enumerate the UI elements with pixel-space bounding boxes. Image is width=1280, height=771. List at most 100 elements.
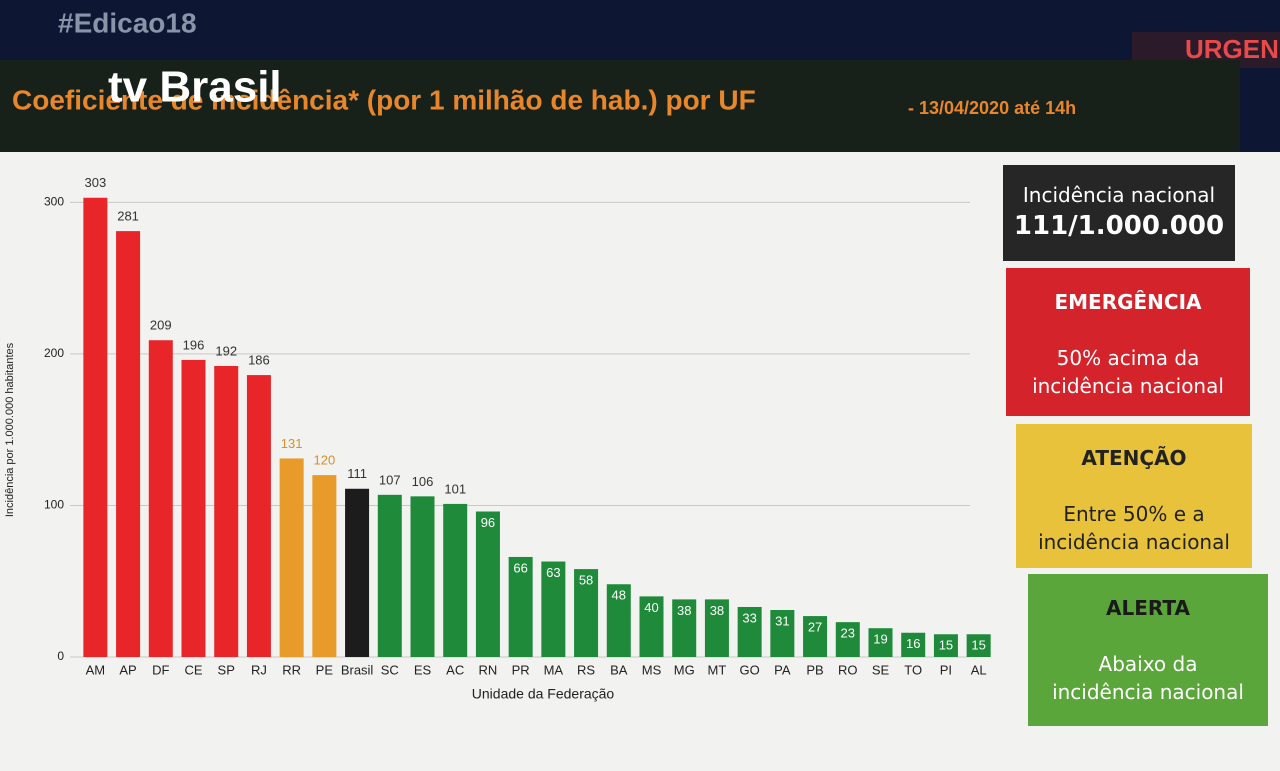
x-tick-label: RJ <box>251 662 267 677</box>
data-label: 63 <box>546 565 560 580</box>
data-label: 101 <box>444 481 466 496</box>
x-tick-label: MG <box>674 662 695 677</box>
level-title: ALERTA <box>1106 596 1190 620</box>
x-axis-label: Unidade da Federação <box>472 686 615 702</box>
level-text: Entre 50% e a incidência nacional <box>1038 502 1230 554</box>
x-tick-label: PE <box>316 662 334 677</box>
bar <box>148 340 173 657</box>
data-label: 23 <box>841 626 855 641</box>
level-box: ALERTA Abaixo da incidência nacional <box>1028 574 1268 726</box>
bar <box>868 628 893 657</box>
level-title: EMERGÊNCIA <box>1054 290 1202 314</box>
bar <box>639 596 664 657</box>
x-tick-label: RS <box>577 662 595 677</box>
bar <box>541 561 566 657</box>
data-label: 120 <box>314 453 336 468</box>
x-tick-label: Brasil <box>341 662 374 677</box>
bar <box>279 458 304 657</box>
data-label: 16 <box>906 636 920 651</box>
bar <box>83 197 108 657</box>
y-axis-label: Incidência por 1.000.000 habitantes <box>4 342 16 517</box>
x-tick-label: CE <box>184 662 202 677</box>
data-label: 38 <box>710 603 724 618</box>
data-label: 186 <box>248 353 270 368</box>
x-tick-label: ES <box>414 662 432 677</box>
bar <box>606 584 631 657</box>
x-tick-label: PA <box>774 662 791 677</box>
data-label: 31 <box>775 613 789 628</box>
bar <box>704 599 729 657</box>
bar <box>574 569 599 657</box>
data-label: 19 <box>873 632 887 647</box>
level-box: ATENÇÃO Entre 50% e a incidência naciona… <box>1016 424 1252 568</box>
y-tick-label: 200 <box>44 346 64 360</box>
x-tick-label: MS <box>642 662 662 677</box>
x-tick-label: PR <box>512 662 530 677</box>
chart-subtitle: - 13/04/2020 até 14h <box>908 98 1076 118</box>
hashtag: #Edicao18 <box>58 7 197 38</box>
data-label: 107 <box>379 472 401 487</box>
x-tick-label: AP <box>119 662 136 677</box>
bar <box>475 511 500 657</box>
bar <box>770 610 795 657</box>
bar <box>835 622 860 657</box>
bar <box>116 231 141 657</box>
data-label: 58 <box>579 573 593 588</box>
x-tick-label: GO <box>740 662 760 677</box>
level-text: Abaixo da incidência nacional <box>1052 652 1244 704</box>
y-tick-label: 0 <box>57 649 64 663</box>
level-text: 50% acima da incidência nacional <box>1032 346 1224 398</box>
data-label: 111 <box>347 466 367 481</box>
x-tick-label: AM <box>86 662 106 677</box>
data-label: 209 <box>150 318 172 333</box>
x-tick-label: AC <box>446 662 464 677</box>
data-label: 192 <box>215 343 237 358</box>
x-tick-label: SE <box>872 662 890 677</box>
x-tick-label: SP <box>218 662 235 677</box>
data-label: 33 <box>742 610 756 625</box>
bar <box>312 475 337 657</box>
bar <box>214 366 239 657</box>
y-tick-label: 300 <box>44 194 64 208</box>
bar <box>966 634 991 657</box>
data-label: 15 <box>939 638 953 653</box>
x-tick-label: RO <box>838 662 858 677</box>
bar <box>246 375 271 657</box>
x-tick-label: RN <box>479 662 498 677</box>
x-tick-label: DF <box>152 662 169 677</box>
bar <box>410 496 435 657</box>
data-label: 27 <box>808 620 822 635</box>
data-label: 106 <box>412 474 434 489</box>
x-tick-label: AL <box>971 662 987 677</box>
national-label: Incidência nacional <box>1022 183 1216 207</box>
data-label: 131 <box>281 436 303 451</box>
header <box>0 60 1240 152</box>
logo: tv Brasil <box>108 63 282 112</box>
y-tick-label: 100 <box>44 498 64 512</box>
level-box: EMERGÊNCIA 50% acima da incidência nacio… <box>1006 268 1250 416</box>
x-tick-label: TO <box>904 662 922 677</box>
top-bar <box>0 0 1280 60</box>
data-label: 40 <box>644 600 658 615</box>
x-tick-label: SC <box>381 662 399 677</box>
bar <box>803 616 828 657</box>
bar <box>901 632 926 657</box>
bar <box>377 494 402 657</box>
data-label: 96 <box>481 515 495 530</box>
x-tick-label: PI <box>940 662 952 677</box>
badge: URGEN <box>1185 34 1279 64</box>
x-tick-label: BA <box>610 662 628 677</box>
data-label: 66 <box>513 560 527 575</box>
national-box: Incidência nacional 111/1.000.000 <box>1003 165 1235 261</box>
chart-title: Coeficiente de incidência* (por 1 milhão… <box>12 84 756 115</box>
data-label: 196 <box>183 337 205 352</box>
x-tick-label: MT <box>708 662 727 677</box>
bar <box>181 359 206 657</box>
data-label: 48 <box>612 588 626 603</box>
data-label: 15 <box>971 638 985 653</box>
x-tick-label: RR <box>282 662 301 677</box>
x-tick-label: MA <box>544 662 564 677</box>
bar <box>345 488 370 657</box>
national-value: 111/1.000.000 <box>1013 211 1225 241</box>
